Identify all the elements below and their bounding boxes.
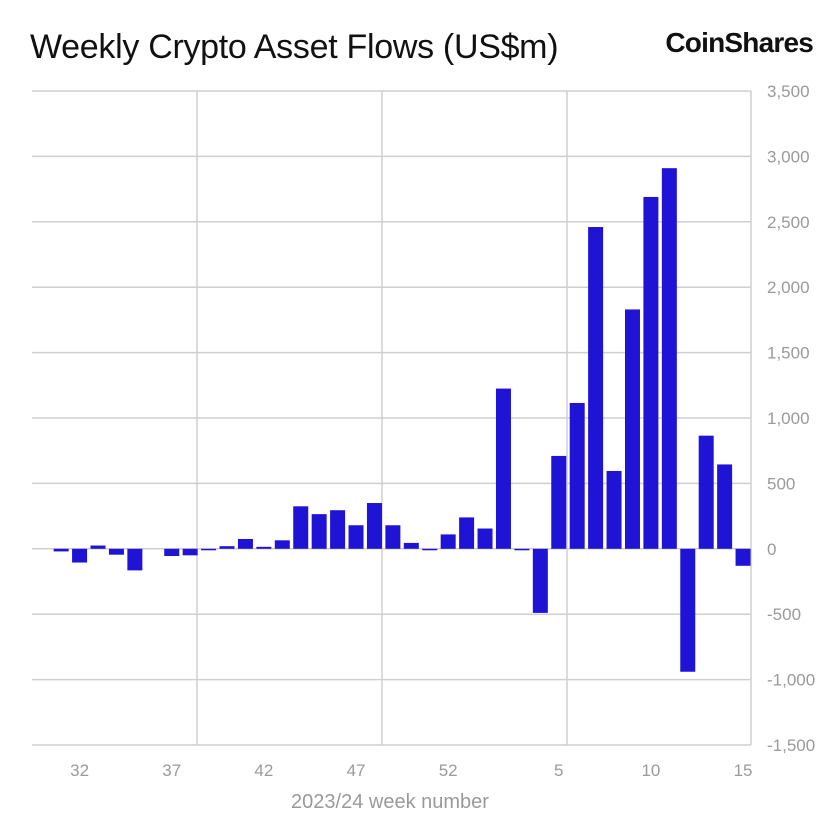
coinshares-logo: CoinShares	[665, 27, 813, 58]
x-tick-label: 37	[162, 761, 181, 780]
x-axis-label: 2023/24 week number	[291, 791, 489, 813]
bar-week-13	[698, 435, 714, 549]
bar-week-39	[201, 548, 217, 551]
bar-week-45	[311, 514, 327, 549]
bar-week-8	[606, 470, 622, 549]
bar-week-40	[219, 546, 235, 549]
bar-week-31	[53, 548, 69, 552]
y-axis-ticks: -1,500 -1,000 -500 0 500 1,000 1,500 2,000 2,500…	[767, 82, 815, 755]
bar-week-50	[403, 542, 419, 549]
y-tick-label: 2,500	[767, 213, 810, 232]
bar-week-41	[237, 538, 253, 549]
bar-week-33	[90, 545, 106, 549]
y-tick-label: -500	[767, 605, 801, 624]
bar-week-35	[127, 548, 143, 571]
y-tick-label: 1,000	[767, 409, 810, 428]
y-tick-label: 3,500	[767, 82, 810, 101]
x-tick-label: 5	[554, 761, 563, 780]
y-tick-label: -1,500	[767, 736, 815, 755]
x-tick-label: 15	[734, 761, 753, 780]
bar-week-38	[182, 548, 198, 556]
bar-week-1	[477, 528, 493, 549]
y-tick-label: 1,500	[767, 344, 810, 363]
bar-week-43	[274, 540, 290, 549]
chart-title: Weekly Crypto Asset Flows (US$m)	[30, 28, 559, 66]
bar-week-11	[661, 168, 677, 549]
x-tick-label: 10	[641, 761, 660, 780]
bar-week-14	[717, 464, 733, 549]
bar-week-12	[680, 548, 696, 672]
bar-week-7	[588, 227, 604, 549]
bar-week-37	[164, 548, 180, 556]
bar-week-2	[495, 388, 511, 549]
y-tick-label: -1,000	[767, 671, 815, 690]
bar-week-6	[569, 402, 585, 549]
bar-week-51	[422, 548, 438, 551]
y-tick-label: 0	[767, 540, 776, 559]
bar-week-3	[514, 548, 530, 551]
bar-series	[53, 168, 751, 672]
y-tick-label: 2,000	[767, 278, 810, 297]
x-tick-label: 47	[347, 761, 366, 780]
x-tick-label: 32	[70, 761, 89, 780]
bar-week-48	[366, 503, 382, 549]
y-tick-label: 500	[767, 474, 795, 493]
bar-week-52	[440, 534, 456, 549]
bar-week-9	[624, 309, 640, 549]
bar-week-47	[348, 525, 364, 549]
bar-week-5	[551, 455, 567, 549]
bar-week-53	[459, 517, 475, 549]
bar-week-32	[72, 548, 88, 563]
x-axis-ticks: 32 37 42 47 52 5 10 15	[70, 761, 752, 780]
bar-week-10	[643, 196, 659, 549]
x-tick-label: 42	[254, 761, 273, 780]
bar-week-34	[108, 548, 124, 555]
bar-week-4	[532, 548, 548, 613]
bar-week-46	[330, 510, 346, 549]
x-tick-label: 52	[439, 761, 458, 780]
y-tick-label: 3,000	[767, 147, 810, 166]
bar-week-15	[735, 548, 751, 566]
gridlines	[32, 90, 752, 746]
bar-week-49	[385, 525, 401, 549]
bar-week-44	[293, 506, 309, 549]
bar-week-42	[256, 546, 272, 549]
